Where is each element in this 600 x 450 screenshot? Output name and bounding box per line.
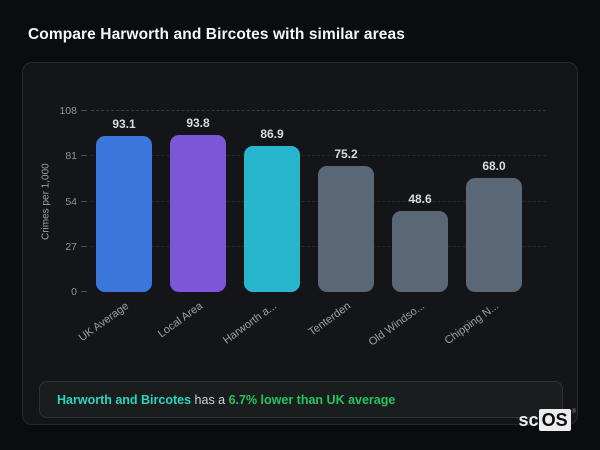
y-tick-label: 0 <box>71 286 77 298</box>
bar-value-label: 86.9 <box>260 127 284 142</box>
x-category-label: Old Windso... <box>366 300 428 349</box>
gridline-81 <box>91 155 546 157</box>
bar-value-label: 93.8 <box>186 115 210 130</box>
x-category-label: Harworth a... <box>221 300 280 347</box>
gridline-108 <box>91 110 546 111</box>
x-category-label: Tenterden <box>306 300 354 339</box>
bar-5 <box>392 210 448 292</box>
bar-value-label: 75.2 <box>334 146 358 161</box>
insight-stat: 6.7% lower than UK average <box>228 392 396 407</box>
chart-card: Crimes per 1,000 0 27 54 81 108 93.1 UK Avera… <box>22 62 578 425</box>
page-title: Compare Harworth and Bircotes with simil… <box>28 26 405 43</box>
bar-6 <box>466 178 522 292</box>
y-tick-mark <box>81 155 87 157</box>
y-tick-label: 81 <box>65 150 77 163</box>
bar-4 <box>318 165 374 292</box>
y-tick-mark <box>81 245 87 247</box>
bar-value-label: 93.1 <box>112 116 136 131</box>
scos-logo: sc OS ® <box>519 409 576 431</box>
registered-mark: ® <box>571 409 576 415</box>
y-tick-mark <box>81 110 87 111</box>
y-axis: 0 27 54 81 108 <box>23 105 91 298</box>
y-tick-label: 27 <box>65 240 77 253</box>
bar-value-label: 68.0 <box>482 159 506 174</box>
y-tick-mark <box>81 291 87 292</box>
insight-area-name: Harworth and Bircotes <box>57 392 192 407</box>
y-tick-label: 108 <box>59 105 77 117</box>
logo-text-sc: sc <box>518 410 539 430</box>
bar-1 <box>96 135 152 292</box>
bar-3 <box>244 146 300 292</box>
insight-connector: has a <box>191 392 229 407</box>
plot-area: 93.1 UK Average 93.8 Local Area 86.9 Harworth… <box>77 110 546 349</box>
logo-text-os: OS <box>538 409 571 431</box>
y-tick-mark <box>81 200 87 202</box>
insight-box: Harworth and Bircotes has a 6.7% lower t… <box>39 381 563 418</box>
x-category-label: Chipping N... <box>442 300 502 348</box>
bar-value-label: 48.6 <box>408 191 432 206</box>
bar-2 <box>170 134 226 292</box>
x-category-label: Local Area <box>155 300 206 341</box>
y-tick-label: 54 <box>65 195 77 208</box>
x-category-label: UK Average <box>76 300 132 345</box>
